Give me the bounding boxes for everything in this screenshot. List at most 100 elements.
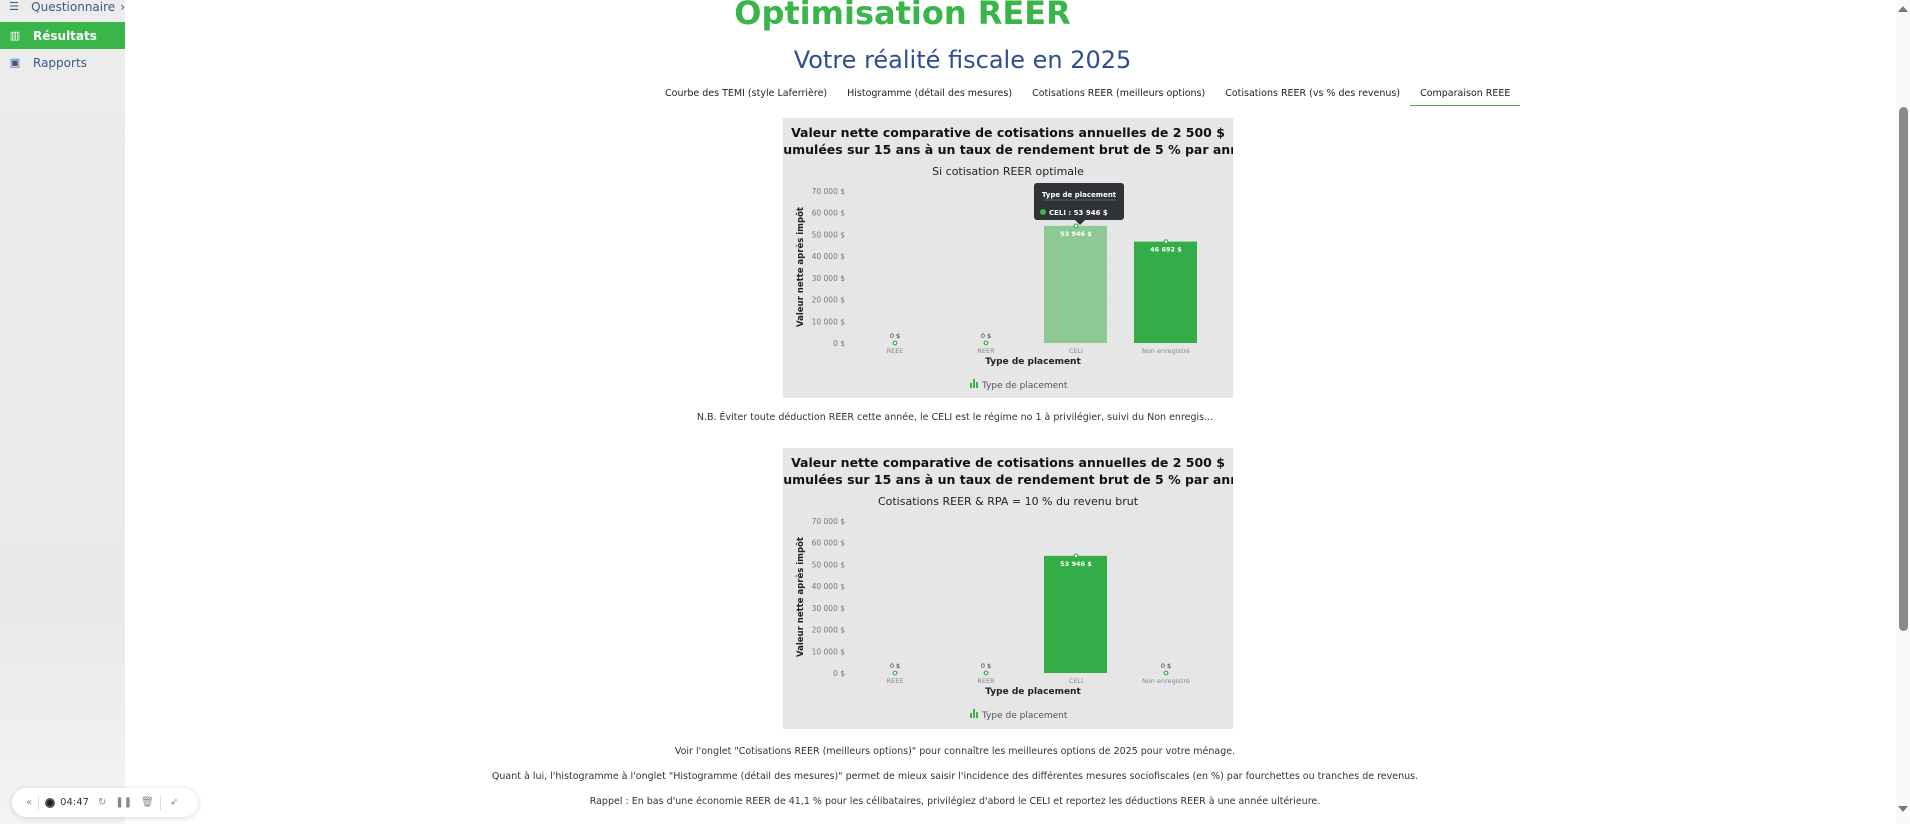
sidebar-item-label: Rapports xyxy=(33,55,87,70)
note-text: N.B. Éviter toute déduction REER cette a… xyxy=(696,412,1214,423)
data-point xyxy=(1073,223,1079,229)
y-axis-title: Valeur nette après impôt xyxy=(795,537,806,657)
page-subtitle: Votre réalité fiscale en 2025 xyxy=(793,46,1132,74)
legend-label: Type de placement xyxy=(981,711,1068,721)
collapse-button[interactable]: « xyxy=(26,797,33,808)
x-tick-label: REEE xyxy=(887,677,904,685)
x-tick-label: REER xyxy=(977,677,995,685)
data-label: 0 $ xyxy=(890,662,900,670)
tooltip-arrow xyxy=(1075,220,1085,225)
y-tick-label: 70 000 $ xyxy=(812,187,846,196)
bar-celi xyxy=(1044,555,1107,673)
chart-title: Valeur nette comparative de cotisations … xyxy=(791,125,1225,140)
chart-subtitle: Cotisations REER & RPA = 10 % du revenu … xyxy=(878,495,1139,508)
sidebar-item-resultats[interactable]: ▥ Résultats xyxy=(0,22,125,49)
bar-celi xyxy=(1044,225,1107,343)
x-tick-label: Non enregistré xyxy=(1142,347,1190,355)
trash-icon[interactable]: 🗑 xyxy=(141,797,154,808)
data-point xyxy=(1163,670,1169,676)
tooltip-marker xyxy=(1040,209,1046,215)
sidebar-item-label: Résultats xyxy=(33,28,97,43)
data-point xyxy=(892,340,898,346)
chart-title: Valeur nette comparative de cotisations … xyxy=(791,455,1225,470)
x-axis-title: Type de placement xyxy=(985,687,1081,697)
chart-svg: Valeur nette comparative de cotisations … xyxy=(783,125,1233,391)
chart-svg: Valeur nette comparative de cotisations … xyxy=(783,455,1233,721)
x-tick-label: CELI xyxy=(1069,347,1083,355)
y-tick-label: 50 000 $ xyxy=(812,230,846,239)
tab-bar: Courbe des TEMI (style Laferrière) Histo… xyxy=(655,86,1521,106)
y-tick-label: 10 000 $ xyxy=(812,317,846,326)
scrollbar-thumb[interactable] xyxy=(1899,107,1908,631)
y-tick-label: 50 000 $ xyxy=(812,560,846,569)
legend: Type de placement xyxy=(970,709,1068,721)
y-tick-label: 40 000 $ xyxy=(812,582,846,591)
report-icon: ▣ xyxy=(9,56,21,69)
legend: Type de placement xyxy=(970,379,1068,391)
y-tick-label: 70 000 $ xyxy=(812,517,846,526)
tab-cotisations-vs-revenus[interactable]: Cotisations REER (vs % des revenus) xyxy=(1225,88,1401,99)
sidebar-item-questionnaire[interactable]: ☰ Questionnaire › xyxy=(0,0,125,20)
data-label: 0 $ xyxy=(981,662,991,670)
chart-title: accumulées sur 15 ans à un taux de rende… xyxy=(783,472,1233,487)
y-tick-label: 20 000 $ xyxy=(812,626,846,635)
pause-icon[interactable]: ❚❚ xyxy=(115,797,133,808)
y-tick-label: 60 000 $ xyxy=(812,209,846,218)
sidebar: ☰ Questionnaire › ▥ Résultats ▣ Rapports xyxy=(0,0,125,824)
y-tick-label: 60 000 $ xyxy=(812,539,846,548)
tooltip-title: Type de placement xyxy=(1042,191,1117,199)
x-tick-label: REEE xyxy=(887,347,904,355)
chevron-right-icon: › xyxy=(120,0,125,14)
y-tick-label: 30 000 $ xyxy=(812,274,846,283)
chart-10-percent: Valeur nette comparative de cotisations … xyxy=(783,448,1233,729)
data-label: 0 $ xyxy=(890,332,900,340)
y-tick-label: 30 000 $ xyxy=(812,604,846,613)
legend-label: Type de placement xyxy=(981,381,1068,391)
tooltip: Type de placement CELI : 53 946 $ xyxy=(1034,183,1124,225)
legend-icon xyxy=(973,709,975,718)
tab-histogramme[interactable]: Histogramme (détail des mesures) xyxy=(847,88,1013,99)
data-label: 0 $ xyxy=(1161,662,1171,670)
restart-icon[interactable]: ↻ xyxy=(97,797,107,808)
sidebar-item-rapports[interactable]: ▣ Rapports xyxy=(0,49,125,76)
data-label: 0 $ xyxy=(981,332,991,340)
x-axis-title: Type de placement xyxy=(985,357,1081,367)
divider xyxy=(159,795,161,810)
x-tick-label: CELI xyxy=(1069,677,1083,685)
bar-non-enregistré xyxy=(1134,241,1197,343)
divider xyxy=(38,795,40,810)
legend-icon xyxy=(976,382,978,388)
tab-courbe-temi[interactable]: Courbe des TEMI (style Laferrière) xyxy=(665,88,828,99)
page-title: Optimisation REER xyxy=(734,0,1071,32)
data-point xyxy=(1073,553,1079,559)
tooltip-text: CELI : 53 946 $ xyxy=(1049,209,1108,217)
scroll-down-icon[interactable] xyxy=(1898,806,1908,812)
footer-text-1: Voir l'onglet "Cotisations REER (meilleu… xyxy=(674,746,1236,757)
legend-icon xyxy=(976,712,978,718)
data-label: 46 692 $ xyxy=(1150,246,1182,254)
data-point xyxy=(983,340,989,346)
chart-optimal: Valeur nette comparative de cotisations … xyxy=(783,118,1233,398)
data-label: 53 946 $ xyxy=(1060,230,1092,238)
footer-text-3: Rappel : En bas d'une économie REER de 4… xyxy=(589,796,1321,807)
pointer-icon[interactable]: ➶ xyxy=(169,797,179,808)
tooltip-box xyxy=(1034,183,1124,220)
data-label: 53 946 $ xyxy=(1060,560,1092,568)
x-tick-label: REER xyxy=(977,347,995,355)
scroll-up-icon[interactable] xyxy=(1898,6,1908,12)
legend-icon xyxy=(970,713,972,718)
data-point xyxy=(892,670,898,676)
scrollbar[interactable] xyxy=(1896,0,1910,824)
legend-icon xyxy=(973,379,975,388)
tab-comparaison-reee[interactable]: Comparaison REEE xyxy=(1410,86,1521,106)
legend-icon xyxy=(970,383,972,388)
chart-subtitle: Si cotisation REER optimale xyxy=(932,165,1084,178)
y-tick-label: 0 $ xyxy=(833,339,845,348)
y-tick-label: 10 000 $ xyxy=(812,647,846,656)
y-tick-label: 40 000 $ xyxy=(812,252,846,261)
data-point xyxy=(1163,239,1169,245)
recording-time: 04:47 xyxy=(60,797,89,808)
bar-chart-icon: ▥ xyxy=(9,29,21,42)
y-tick-label: 20 000 $ xyxy=(812,296,846,305)
tab-cotisations-meilleurs[interactable]: Cotisations REER (meilleurs options) xyxy=(1032,88,1206,99)
